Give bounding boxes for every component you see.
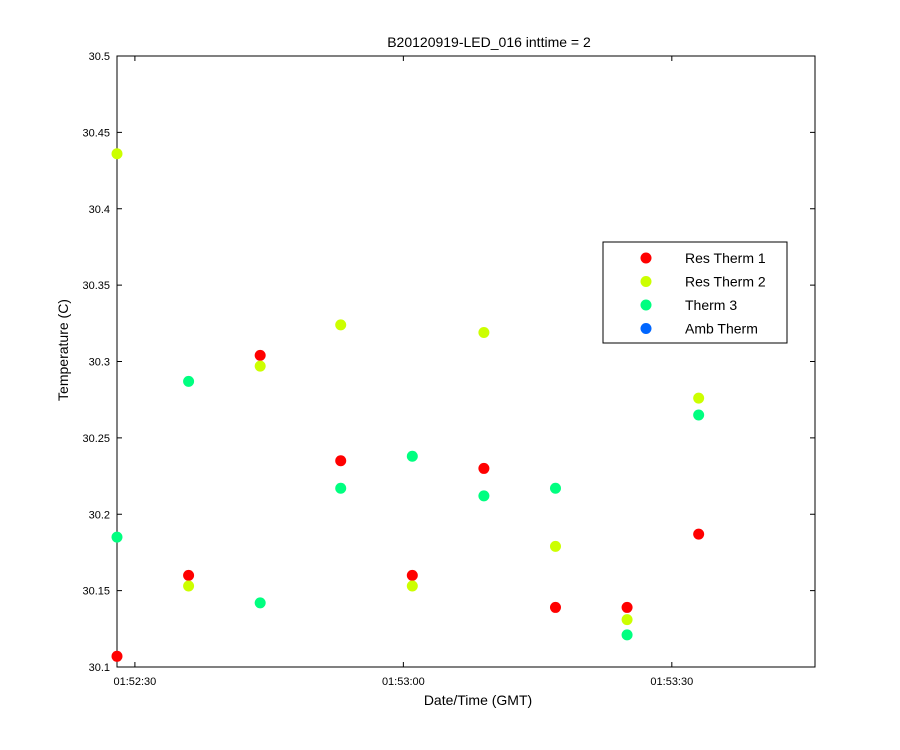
y-tick-label: 30.2 xyxy=(89,509,110,521)
legend-marker xyxy=(640,323,652,334)
data-point xyxy=(549,540,561,552)
data-point xyxy=(478,490,490,502)
data-point xyxy=(406,569,418,581)
legend-box xyxy=(602,241,788,344)
y-axis: 30.1 30.15 30.2 30.25 30.3 30.35 30.4 30.45 30.5 xyxy=(82,51,815,674)
data-point xyxy=(621,614,633,626)
data-point xyxy=(478,462,490,474)
legend-marker xyxy=(640,299,652,311)
data-point xyxy=(335,319,347,331)
y-axis-label: Temperature (C) xyxy=(55,299,71,401)
x-tick-label: 01:52:30 xyxy=(113,676,156,688)
legend-label: Amb Therm xyxy=(685,321,758,337)
data-point xyxy=(254,597,266,609)
legend-label: Res Therm 2 xyxy=(685,274,766,290)
x-axis: 01:52:30 01:53:00 01:53:30 xyxy=(113,56,693,688)
data-point xyxy=(621,629,633,641)
legend-label: Therm 3 xyxy=(685,297,737,313)
legend-label: Res Therm 1 xyxy=(685,250,766,266)
legend-marker xyxy=(640,252,652,264)
data-point xyxy=(406,580,418,592)
legend-marker xyxy=(640,276,652,287)
data-point xyxy=(111,531,123,543)
data-point xyxy=(621,601,633,613)
data-point xyxy=(693,409,705,421)
y-tick-label: 30.5 xyxy=(89,51,110,63)
x-axis-label: Date/Time (GMT) xyxy=(424,692,532,708)
y-tick-label: 30.45 xyxy=(82,127,110,139)
y-tick-label: 30.4 xyxy=(89,204,110,216)
data-point xyxy=(183,580,195,592)
data-point xyxy=(183,375,195,387)
y-tick-label: 30.15 xyxy=(82,586,110,598)
data-point xyxy=(111,650,123,662)
plot-area xyxy=(116,55,816,668)
data-point xyxy=(335,482,347,494)
data-point xyxy=(693,528,705,540)
legend: Res Therm 1 Res Therm 2 Therm 3 Amb Therm xyxy=(602,241,788,344)
chart-title: B20120919-LED_016 inttime = 2 xyxy=(387,34,591,50)
data-point xyxy=(478,326,490,338)
data-point xyxy=(111,148,123,160)
data-point xyxy=(549,601,561,613)
data-point xyxy=(254,349,266,361)
y-tick-label: 30.3 xyxy=(89,357,110,369)
data-point xyxy=(183,569,195,581)
data-markers xyxy=(111,148,705,662)
data-point xyxy=(254,360,266,372)
y-tick-label: 30.25 xyxy=(82,433,110,445)
data-point xyxy=(549,482,561,494)
data-point xyxy=(406,450,418,462)
y-tick-label: 30.1 xyxy=(89,662,110,674)
data-point xyxy=(693,392,705,404)
x-tick-label: 01:53:00 xyxy=(382,676,425,688)
data-point xyxy=(335,455,347,467)
x-tick-label: 01:53:30 xyxy=(650,676,693,688)
y-tick-label: 30.35 xyxy=(82,280,110,292)
